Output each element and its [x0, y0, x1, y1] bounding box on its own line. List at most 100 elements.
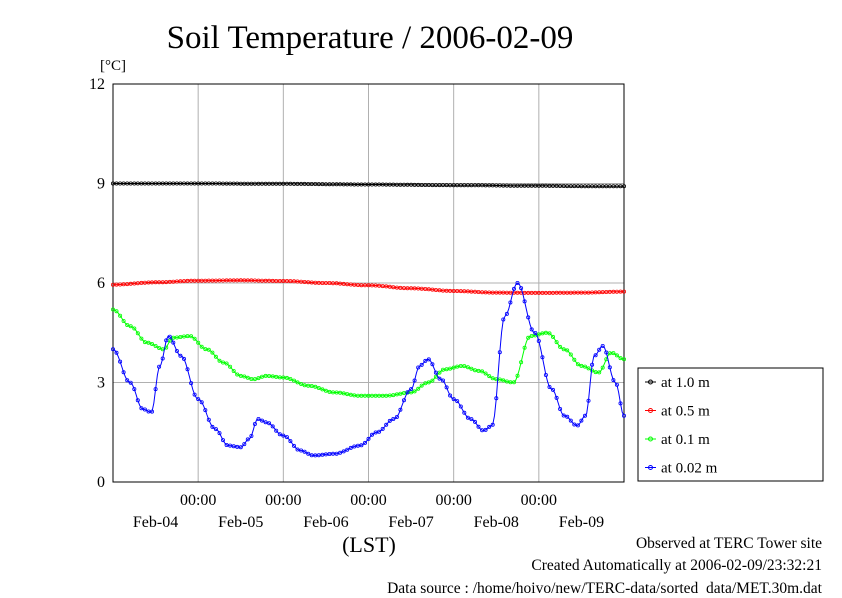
data-point [299, 381, 304, 386]
data-point [206, 347, 211, 352]
data-point [121, 318, 126, 323]
data-point [206, 417, 211, 422]
data-point [540, 355, 545, 360]
data-point [426, 182, 431, 187]
data-point [618, 356, 623, 361]
data-point [512, 380, 517, 385]
data-point [622, 357, 627, 362]
data-point [132, 326, 137, 331]
data-point [256, 376, 261, 381]
data-point [295, 447, 300, 452]
data-point [213, 427, 218, 432]
data-point [604, 350, 609, 355]
data-point [597, 370, 602, 375]
data-point [483, 290, 488, 295]
y-tick-label: 9 [97, 176, 105, 193]
data-point [111, 347, 116, 352]
data-point [309, 383, 314, 388]
data-point [469, 183, 474, 188]
data-point [440, 378, 445, 383]
series-line [112, 309, 625, 397]
data-point [171, 340, 176, 345]
x-date-tick-label: Feb-06 [303, 514, 348, 531]
series-line [112, 282, 625, 457]
data-point [547, 384, 552, 389]
data-point [391, 393, 396, 398]
data-point [118, 313, 123, 318]
data-point [614, 353, 619, 358]
data-point [217, 358, 222, 363]
grid [113, 84, 624, 482]
data-point [178, 279, 183, 284]
data-point [274, 428, 279, 433]
data-point [121, 282, 126, 287]
x-time-tick-label: 00:00 [180, 492, 216, 509]
data-point [426, 357, 431, 362]
y-tick-label: 6 [97, 275, 105, 292]
data-point [501, 290, 506, 295]
data-point [199, 400, 204, 405]
data-point [430, 378, 435, 383]
data-point [529, 327, 534, 332]
data-point [167, 334, 172, 339]
data-point [437, 376, 442, 381]
data-point [529, 333, 534, 338]
data-point [462, 410, 467, 415]
data-point [235, 278, 240, 283]
data-point [118, 359, 123, 364]
x-axis-label: (LST) [342, 532, 396, 557]
data-point [593, 290, 598, 295]
data-point [455, 288, 460, 293]
data-point [334, 451, 339, 456]
data-point [551, 334, 556, 339]
data-point [391, 182, 396, 187]
data-point [157, 364, 162, 369]
data-point [611, 351, 616, 356]
series-line [113, 183, 624, 187]
data-point [242, 442, 247, 447]
data-point [277, 432, 282, 437]
chart-title: Soil Temperature / 2006-02-09 [167, 20, 574, 56]
data-point [203, 408, 208, 413]
data-point [192, 392, 197, 397]
data-point [519, 360, 524, 365]
data-point [561, 347, 566, 352]
data-point [398, 407, 403, 412]
data-point [178, 334, 183, 339]
data-point [330, 182, 335, 187]
data-point [597, 347, 602, 352]
data-point [380, 426, 385, 431]
data-point [284, 375, 289, 380]
data-point [423, 381, 428, 386]
data-point [526, 315, 531, 320]
data-point [338, 182, 343, 187]
data-point [316, 453, 321, 458]
footer-site: Observed at TERC Tower site [635, 535, 822, 552]
data-point [398, 285, 403, 290]
data-point [203, 347, 208, 352]
data-point [295, 380, 300, 385]
data-point [416, 365, 421, 370]
data-point [231, 368, 236, 373]
data-point [252, 377, 257, 382]
data-point [149, 280, 154, 285]
data-point [618, 401, 623, 406]
data-point [476, 368, 481, 373]
footer-created: Created Automatically at 2006-02-09/23:3… [531, 557, 822, 574]
data-point [199, 181, 204, 186]
data-point [366, 436, 371, 441]
data-point [455, 399, 460, 404]
data-point [469, 289, 474, 294]
data-point [185, 181, 190, 186]
data-point [348, 445, 353, 450]
data-point [259, 278, 264, 283]
data-point [167, 338, 172, 343]
legend-swatch-marker [648, 436, 653, 442]
data-point [536, 332, 541, 337]
data-point [164, 280, 169, 285]
data-point [220, 360, 225, 365]
data-point [157, 280, 162, 285]
data-point [249, 433, 254, 438]
